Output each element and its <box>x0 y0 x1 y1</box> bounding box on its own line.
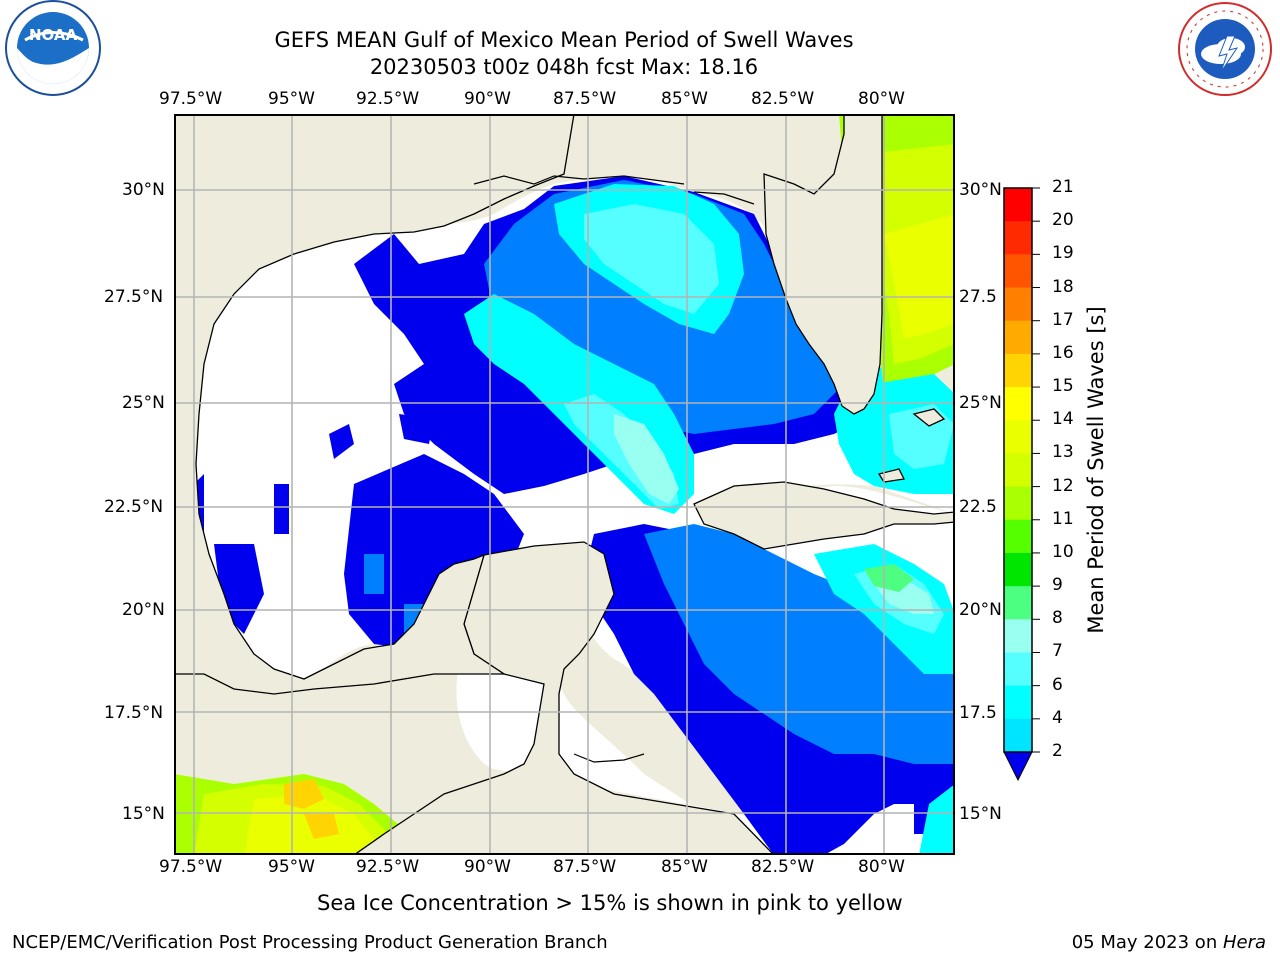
colorbar-tick-label: 14 <box>1052 409 1074 430</box>
lat-label-17.5: 17.5 <box>959 703 997 723</box>
lat-label-27.5: 27.5 <box>959 287 997 307</box>
colorbar-tick-label: 19 <box>1052 243 1074 264</box>
colorbar-swatch <box>1004 519 1032 554</box>
lat-label-20n: 20°N <box>959 600 1002 620</box>
colorbar-tick-label: 11 <box>1052 508 1074 529</box>
lon-label-85w: 85°W <box>661 857 708 877</box>
colorbar-tick-label: 15 <box>1052 376 1074 397</box>
colorbar-tick-label: 10 <box>1052 541 1074 562</box>
colorbar-tick-label: 18 <box>1052 276 1074 297</box>
colorbar-swatch <box>1004 287 1032 322</box>
coastlines <box>473 175 755 763</box>
lon-label-85w: 85°W <box>661 89 708 109</box>
colorbar-tick-label: 8 <box>1052 608 1063 629</box>
colorbar-tick-label: 4 <box>1052 707 1063 728</box>
colorbar-tick-label: 2 <box>1052 741 1063 761</box>
lat-label-15n: 15°N <box>122 804 165 824</box>
colorbar-label: Mean Period of Swell Waves [s] <box>1084 306 1108 634</box>
colorbar-tick-label: 9 <box>1052 575 1063 596</box>
lon-label-87.5w: 87.5°W <box>553 89 617 109</box>
lon-label-82.5w: 82.5°W <box>751 857 815 877</box>
noaa-logo: NOAA <box>5 0 101 96</box>
colorbar <box>1003 187 1040 782</box>
colorbar-swatch <box>1004 254 1032 289</box>
lon-label-80w: 80°W <box>858 857 905 877</box>
map-frame <box>174 114 955 855</box>
footer-date: 05 May 2023 on Hera <box>1072 932 1266 953</box>
lon-label-95w: 95°W <box>268 857 315 877</box>
lat-label-25n: 25°N <box>122 393 165 413</box>
lon-label-90w: 90°W <box>464 89 511 109</box>
colorbar-tick-label: 20 <box>1052 210 1074 231</box>
lon-label-82.5w: 82.5°W <box>751 89 815 109</box>
footer-credit: NCEP/EMC/Verification Post Processing Pr… <box>12 932 608 953</box>
lat-label-30n: 30°N <box>122 180 165 200</box>
colorbar-tick-label: 21 <box>1052 177 1074 197</box>
colorbar-tick-label: 6 <box>1052 674 1063 695</box>
colorbar-swatch <box>1004 552 1032 587</box>
lon-label-97.5w: 97.5°W <box>159 89 223 109</box>
graticule <box>174 114 955 855</box>
colorbar-extend-triangle <box>1003 751 1033 782</box>
lat-label-15n: 15°N <box>959 804 1002 824</box>
lon-label-92.5w: 92.5°W <box>356 89 420 109</box>
colorbar-swatch <box>1004 420 1032 454</box>
lon-label-80w: 80°W <box>858 89 905 109</box>
lat-label-30n: 30°N <box>959 180 1002 200</box>
footer-host: Hera <box>1222 932 1266 953</box>
colorbar-tick-label: 17 <box>1052 309 1074 330</box>
colorbar-swatch <box>1004 486 1032 521</box>
lat-label-22.5n: 22.5°N <box>104 497 164 517</box>
swell-9-10s <box>864 564 914 592</box>
map-subtitle: 20230503 t00z 048h fcst Max: 18.16 <box>369 55 759 79</box>
colorbar-tick-marks <box>1032 187 1040 753</box>
lon-label-97.5w: 97.5°W <box>159 857 223 877</box>
map-panel <box>174 114 955 855</box>
sea-ice-note: Sea Ice Concentration > 15% is shown in … <box>317 891 903 915</box>
colorbar-swatch <box>1004 718 1032 753</box>
land-masses <box>174 114 955 855</box>
colorbar-swatch <box>1004 320 1032 355</box>
colorbar-swatch <box>1004 652 1032 687</box>
nws-logo <box>1178 2 1272 96</box>
lat-label-27.5n: 27.5°N <box>104 287 164 307</box>
lat-label-25n: 25°N <box>959 393 1002 413</box>
colorbar-swatch <box>1004 221 1032 255</box>
colorbar-swatch <box>1004 188 1032 222</box>
colorbar-frame <box>1003 187 1033 753</box>
caribbean-se-swell <box>919 784 955 855</box>
colorbar-swatch <box>1004 685 1032 720</box>
colorbar-swatches <box>1004 188 1032 753</box>
lat-label-17.5n: 17.5°N <box>104 703 164 723</box>
colorbar-tick-label: 12 <box>1052 475 1074 496</box>
colorbar-tick-label: 16 <box>1052 342 1074 363</box>
pacific-swell <box>174 774 429 855</box>
colorbar-swatch <box>1004 586 1032 620</box>
colorbar-swatch <box>1004 387 1032 421</box>
colorbar-tick-label: 7 <box>1052 641 1063 662</box>
lon-label-95w: 95°W <box>268 89 315 109</box>
lon-label-90w: 90°W <box>464 857 511 877</box>
colorbar-tick-label: 13 <box>1052 442 1074 463</box>
colorbar-swatch <box>1004 453 1032 488</box>
map-title: GEFS MEAN Gulf of Mexico Mean Period of … <box>274 28 854 52</box>
lon-label-92.5w: 92.5°W <box>356 857 420 877</box>
lon-label-87.5w: 87.5°W <box>553 857 617 877</box>
colorbar-swatch <box>1004 353 1032 388</box>
lat-label-20n: 20°N <box>122 600 165 620</box>
footer-date-text: 05 May 2023 on <box>1071 932 1223 953</box>
colorbar-swatch <box>1004 619 1032 653</box>
noaa-logo-text: NOAA <box>29 26 78 44</box>
lat-label-22.5: 22.5 <box>959 497 997 517</box>
